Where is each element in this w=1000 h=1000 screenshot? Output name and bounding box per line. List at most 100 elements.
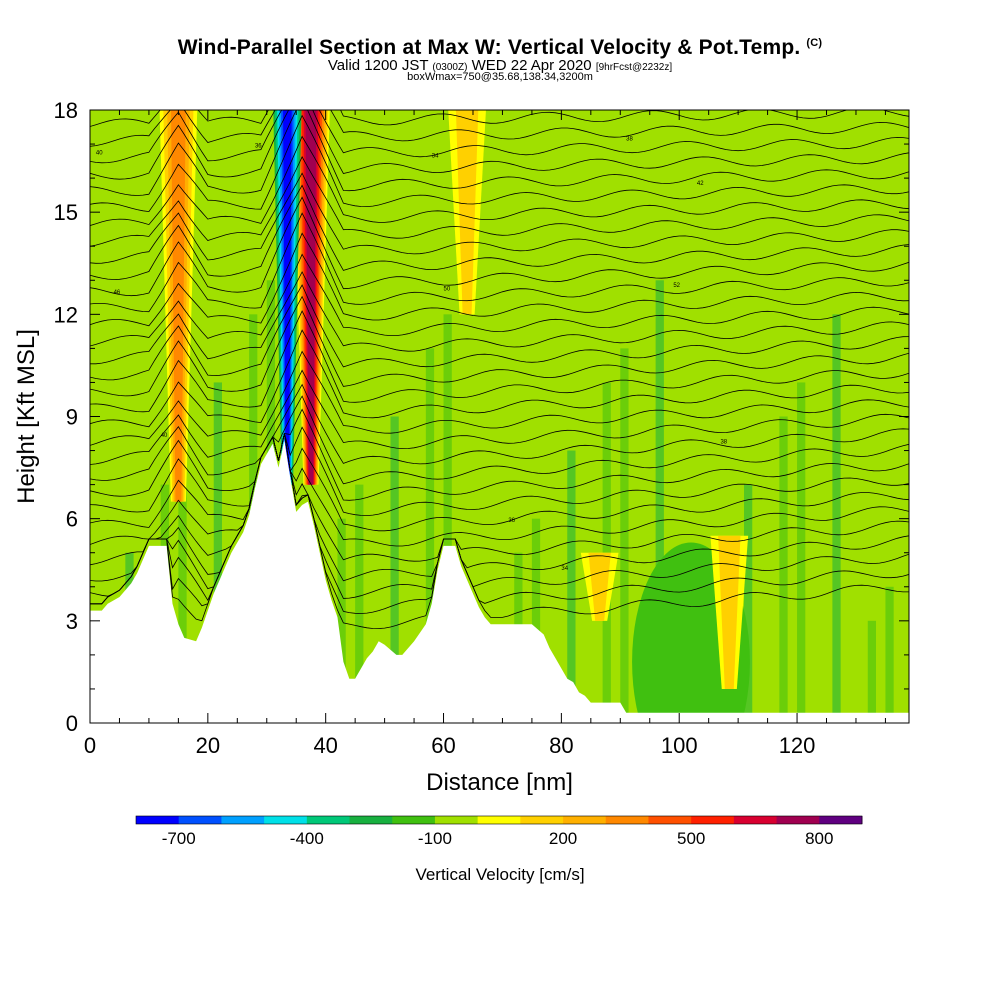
field-streak [531, 518, 541, 723]
x-axis-label: Distance [nm] [426, 769, 573, 796]
theta-contour-line [90, 408, 909, 513]
theta-contour-line [90, 310, 909, 413]
updraft-core-band [305, 110, 317, 485]
theta-contour-line [90, 295, 909, 397]
field-streak [461, 280, 470, 723]
theta-contour-line [90, 135, 909, 226]
theta-contour-label: 42 [697, 181, 704, 187]
field-streak [443, 314, 452, 723]
title-block: Wind-Parallel Section at Max W: Vertical… [0, 36, 1000, 83]
field-streak [867, 620, 877, 723]
theta-contour-label: 38 [720, 440, 727, 446]
colorbar-tick-label: -400 [290, 829, 324, 848]
colorbar-swatch [349, 816, 393, 824]
field-streak [213, 382, 222, 723]
theta-contour-label: 36 [508, 518, 515, 524]
colorbar-swatch [264, 816, 308, 824]
theta-contour-line [90, 329, 909, 428]
colorbar-tick-label: -100 [418, 829, 452, 848]
colorbar-swatch [563, 816, 607, 824]
field-streak [761, 450, 770, 723]
theta-contour-line [90, 184, 909, 280]
updraft-core-band [718, 535, 741, 689]
x-tick-label: 40 [313, 733, 337, 758]
colorbar-swatch [477, 816, 521, 824]
field-streak [196, 416, 205, 723]
field-streak [178, 450, 187, 723]
theta-contour-line [90, 114, 909, 213]
colorbar-frame [135, 815, 863, 825]
field-streak [425, 348, 435, 723]
theta-contour-label: 34 [561, 566, 568, 572]
y-tick-label: 18 [54, 98, 78, 123]
colorbar-tick-label: -700 [162, 829, 196, 848]
colorbar-swatch [733, 816, 778, 824]
y-tick-label: 12 [54, 302, 78, 327]
theta-contour-line [90, 284, 909, 381]
field-streak [620, 348, 629, 723]
colorbar-tick-label: 800 [805, 829, 833, 848]
theta-contour-line [90, 172, 909, 264]
field-streak [779, 416, 788, 723]
colorbar-swatch [819, 816, 863, 824]
field-streak [850, 280, 859, 723]
y-tick-label: 15 [54, 200, 78, 225]
field-streak [637, 314, 647, 723]
theta-contour-line [90, 271, 909, 365]
field-streak [903, 552, 909, 723]
theta-contour-line [90, 383, 909, 481]
theta-contour-line [90, 433, 909, 545]
theta-contour-label: 46 [114, 290, 121, 296]
x-tick-label: 120 [779, 733, 816, 758]
x-tick-label: 0 [84, 733, 96, 758]
y-axis-label: Height [Kft MSL] [13, 329, 40, 504]
field-streak [408, 382, 417, 723]
y-tick-label: 3 [66, 609, 78, 634]
field-streak [885, 586, 894, 723]
theta-contour-label: 40 [96, 150, 103, 156]
theta-contour-label: 36 [255, 143, 262, 149]
colorbar-swatch [520, 816, 564, 824]
theta-contour-line [90, 110, 909, 147]
theta-contour-line [90, 110, 909, 127]
theta-contour-line [90, 253, 909, 347]
colorbar-swatch [434, 816, 479, 824]
field-streak [337, 518, 346, 723]
field-streak [814, 348, 823, 723]
title-copyright-mark: (C) [806, 37, 823, 49]
theta-contour-line [90, 110, 909, 180]
x-tick-label: 80 [549, 733, 573, 758]
theta-contour-line [90, 110, 909, 196]
field-streak [231, 348, 240, 723]
theta-contour-label: 50 [444, 286, 451, 292]
field-streak [797, 382, 806, 723]
colorbar-swatch [306, 816, 351, 824]
field-streak [549, 484, 558, 723]
colorbar-tick-label: 200 [549, 829, 577, 848]
colorbar-swatch [392, 816, 436, 824]
field-streak [567, 450, 576, 723]
colorbar-swatch [605, 816, 649, 824]
chart-title: Wind-Parallel Section at Max W: Vertical… [177, 36, 823, 59]
field-streak [655, 280, 664, 723]
theta-contour-line [90, 156, 909, 247]
colorbar-swatch [221, 816, 265, 824]
theta-contour-line [90, 433, 909, 566]
colorbar-swatch [136, 816, 180, 824]
theta-contour-line [90, 426, 909, 528]
terrain-mask [90, 440, 909, 723]
chart-subtitle-box: boxWmax=750@35.68,138.34,3200m [407, 71, 593, 83]
theta-contours [90, 110, 909, 630]
y-tick-label: 6 [66, 507, 78, 532]
theta-contour-line [90, 369, 909, 465]
theta-contour-line [90, 212, 909, 313]
x-tick-label: 100 [661, 733, 698, 758]
theta-contour-line [90, 433, 909, 582]
chart-subtitle: Valid 1200 JST (0300Z) WED 22 Apr 2020 [… [327, 57, 673, 74]
field-streak [372, 450, 382, 723]
updraft-core-band [171, 110, 186, 502]
theta-contour-label: 40 [161, 433, 168, 439]
x-tick-label: 20 [196, 733, 220, 758]
colorbar-swatch [691, 816, 735, 824]
